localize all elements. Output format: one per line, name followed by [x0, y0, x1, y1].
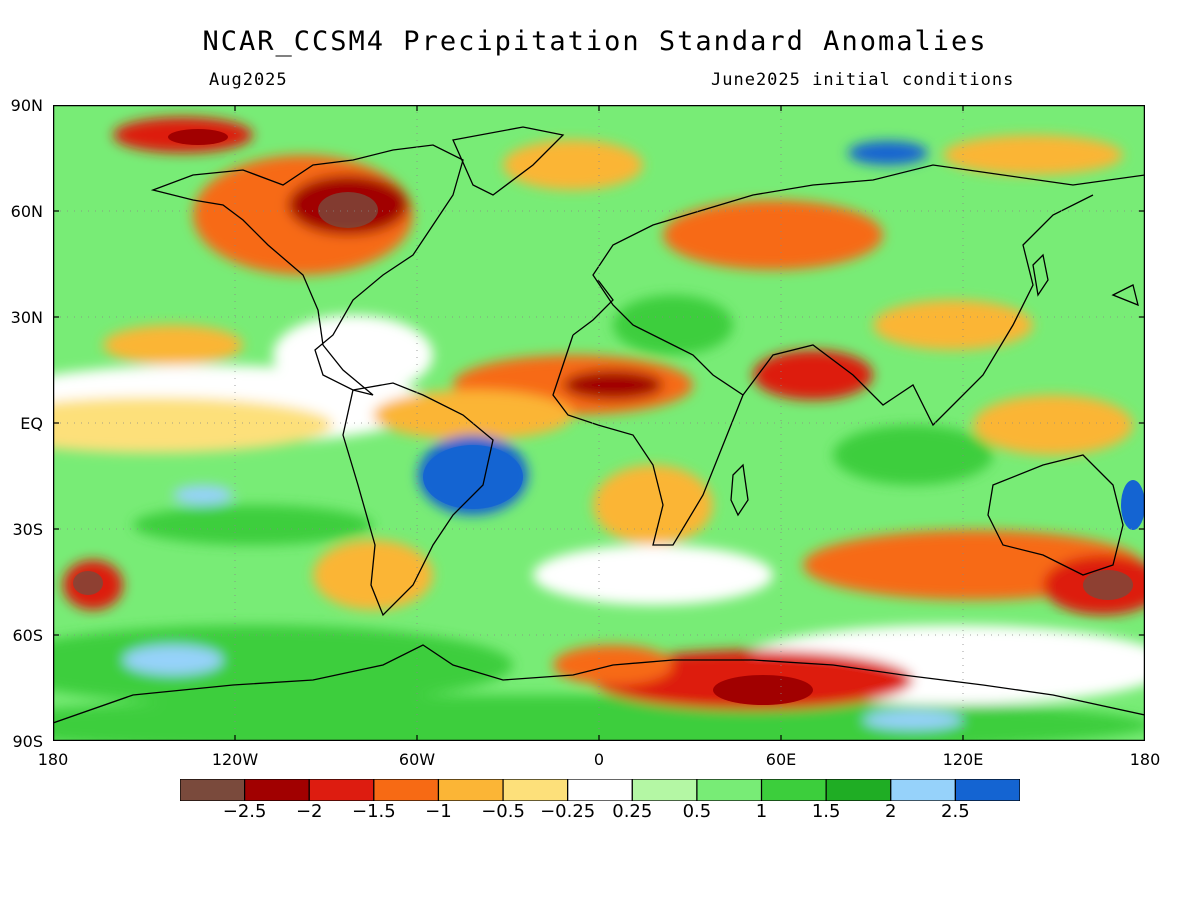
colorbar-swatch — [308, 779, 375, 801]
map-title: NCAR_CCSM4 Precipitation Standard Anomal… — [202, 26, 988, 57]
lat-label-30s: 30S — [12, 520, 43, 539]
valid-month-label: Aug2025 — [209, 70, 288, 90]
lat-label-30n: 30N — [10, 308, 43, 327]
lat-label-60s: 60S — [12, 626, 43, 645]
colorbar-label: 0.5 — [682, 801, 712, 822]
colorbar-swatch — [244, 779, 310, 801]
colorbar-swatch — [567, 779, 633, 801]
lat-label-90s: 90S — [12, 732, 43, 751]
lon-label-60e: 60E — [765, 750, 797, 769]
colorbar-swatch — [373, 779, 440, 801]
lat-label-60n: 60N — [10, 202, 43, 221]
colorbar-label: 2 — [885, 801, 897, 822]
init-conditions-label: June2025 initial conditions — [711, 70, 1015, 90]
colorbar-swatch — [180, 779, 246, 801]
colorbar-label: −1 — [425, 801, 452, 822]
colorbar-label: 2.5 — [941, 801, 970, 822]
colorbar-swatch — [825, 779, 892, 801]
lon-label-120w: 120W — [211, 750, 259, 769]
lat-label-90n: 90N — [10, 96, 43, 115]
colorbar-label: −0.5 — [481, 801, 525, 822]
colorbar-label: 0.25 — [612, 801, 653, 822]
colorbar — [180, 779, 1020, 801]
colorbar-label: 1 — [755, 801, 768, 822]
colorbar-swatch — [696, 779, 763, 801]
colorbar-label: −0.25 — [540, 801, 596, 822]
colorbar-label: −2.5 — [222, 801, 267, 822]
colorbar-label: −1.5 — [351, 801, 396, 822]
lon-label-60w: 60W — [398, 750, 436, 769]
lon-label-180w: 180 — [37, 750, 69, 769]
coastlines — [53, 126, 1145, 724]
colorbar-swatch — [760, 779, 827, 801]
lon-label-120e: 120E — [942, 750, 984, 769]
colorbar-swatch — [631, 779, 698, 801]
graticule — [53, 105, 1145, 741]
precipitation-anomaly-map — [53, 105, 1145, 741]
colorbar-label: 1.5 — [811, 801, 841, 822]
lat-label-eq: EQ — [20, 414, 43, 433]
colorbar-swatch — [502, 779, 569, 801]
colorbar-swatch — [437, 779, 504, 801]
colorbar-swatch — [890, 779, 956, 801]
colorbar-label: −2 — [295, 801, 323, 822]
colorbar-swatch — [954, 779, 1020, 801]
lon-label-0: 0 — [593, 750, 605, 769]
lon-label-180e: 180 — [1129, 750, 1161, 769]
